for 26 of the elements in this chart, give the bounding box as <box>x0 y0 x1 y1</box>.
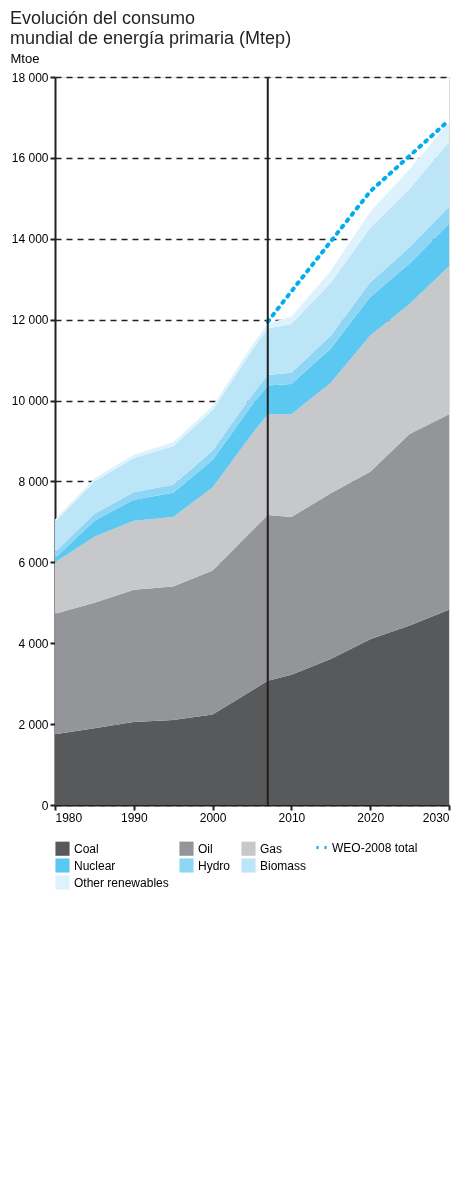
y-tick-label: 6 000 <box>18 555 49 570</box>
legend-label: Gas <box>260 841 283 856</box>
x-tick-label: 2010 <box>278 810 306 825</box>
x-tick-label: 1980 <box>55 810 83 825</box>
y-tick-label: 0 <box>41 798 49 813</box>
y-tick-label: 4 000 <box>18 636 49 651</box>
y-axis-title: Mtoe <box>10 50 40 66</box>
x-tick-label: 2030 <box>422 810 450 825</box>
legend-label: Other renewables <box>74 875 169 890</box>
legend-label: Nuclear <box>74 858 116 873</box>
legend-label: Biomass <box>260 858 307 873</box>
y-tick-label: 10 000 <box>11 394 49 409</box>
y-tick-label: 8 000 <box>18 474 49 489</box>
legend-label: WEO-2008 total <box>332 840 418 855</box>
x-tick-label: 2000 <box>199 810 227 825</box>
y-tick-label: 16 000 <box>11 151 49 166</box>
legend-label: Coal <box>74 841 99 856</box>
y-tick-label: 14 000 <box>11 232 49 247</box>
y-tick-label: 12 000 <box>11 313 49 328</box>
y-tick-label: 18 000 <box>11 70 49 85</box>
x-tick-label: 2020 <box>357 810 385 825</box>
y-tick-label: 2 000 <box>18 717 49 732</box>
x-tick-label: 1990 <box>120 810 148 825</box>
legend-label: Oil <box>198 841 213 856</box>
chart-title: Evolución del consumo mundial de energía primaria (Mtep) <box>10 8 292 48</box>
legend-label: Hydro <box>198 858 231 873</box>
